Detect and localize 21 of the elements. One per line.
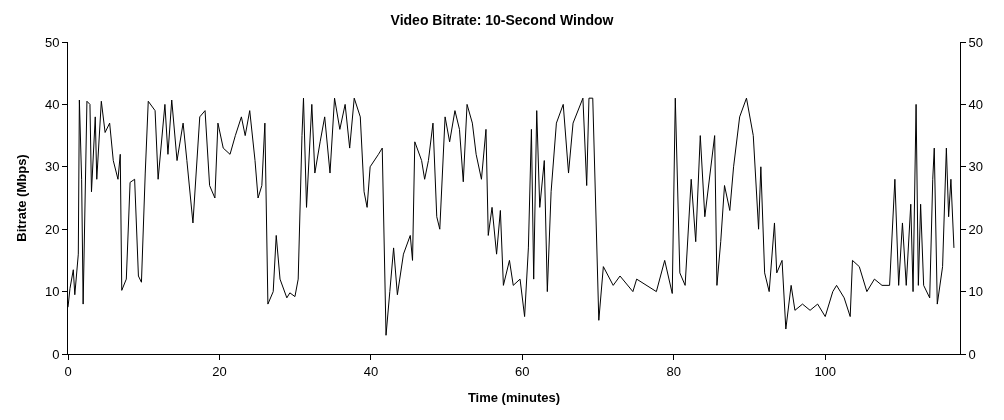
- x-axis-title: Time (minutes): [467, 390, 561, 406]
- x-tick-label: 40: [363, 363, 379, 379]
- y2-tick-label: 10: [968, 284, 984, 300]
- y2-tick-label: 20: [968, 221, 984, 237]
- y-tick-label: 10: [44, 284, 60, 300]
- y-tick-label: 50: [44, 34, 60, 50]
- y2-tick-label: 0: [968, 346, 976, 362]
- y-tick-label: 40: [44, 96, 60, 112]
- x-tick-label: 100: [814, 363, 837, 379]
- y-tick-label: 30: [44, 159, 60, 175]
- x-tick-label: 20: [212, 363, 227, 379]
- y-tick-label: 20: [44, 221, 60, 237]
- x-tick-label: 80: [666, 363, 681, 379]
- y2-tick-label: 50: [968, 34, 984, 50]
- chart-title: Video Bitrate: 10-Second Window: [390, 11, 614, 28]
- y-tick-label: 0: [52, 346, 60, 362]
- x-tick-label: 60: [515, 363, 530, 379]
- y2-tick-label: 40: [968, 96, 984, 112]
- y-axis-title: Bitrate (Mbps): [13, 154, 29, 242]
- y2-tick-label: 30: [968, 159, 984, 175]
- x-tick-label: 0: [64, 363, 72, 379]
